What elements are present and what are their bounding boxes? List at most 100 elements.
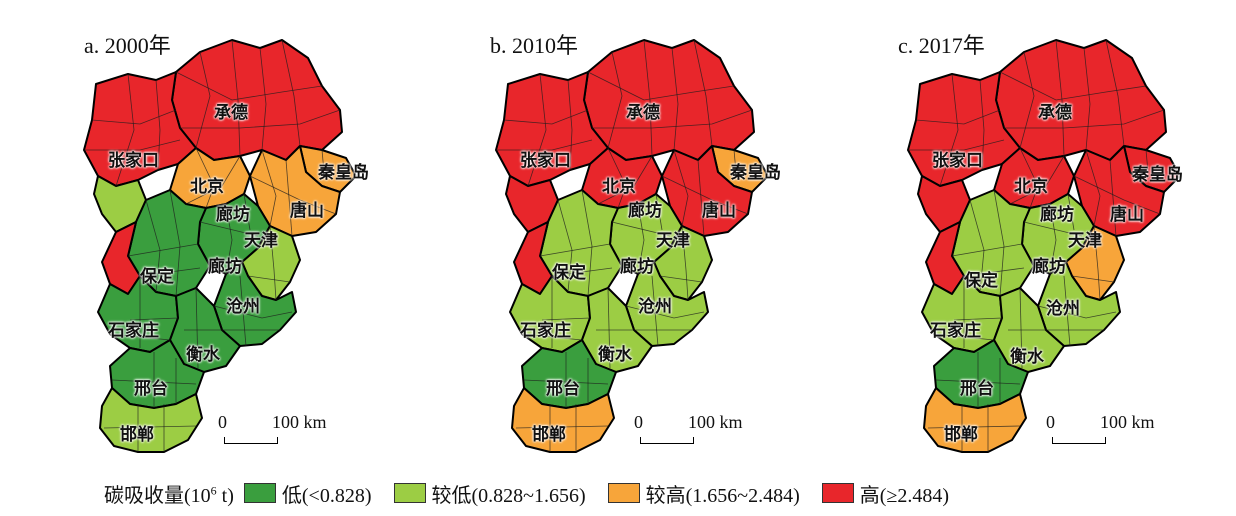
county-border	[607, 287, 611, 369]
scale-line	[224, 437, 278, 444]
county-border	[1145, 149, 1149, 173]
county-borders	[84, 39, 341, 452]
county-border	[1067, 193, 1075, 231]
county-border	[109, 333, 171, 341]
county-border	[541, 317, 591, 321]
county-border	[607, 51, 623, 149]
county-border	[659, 275, 703, 283]
legend-item-lower: 较低(0.828~1.656)	[393, 479, 586, 508]
county-border	[1093, 225, 1101, 301]
city-label-hengshui: 衡水	[1010, 347, 1044, 367]
city-label-tangshan: 唐山	[702, 201, 736, 221]
city-label-baoding: 保定	[964, 271, 998, 291]
legend-title: 碳吸收量(106 t)	[104, 482, 234, 507]
city-label-tianjin: 天津	[244, 231, 278, 251]
city-label-qinhuangdao: 秦皇岛	[730, 163, 781, 183]
county-border	[539, 243, 611, 257]
county-border	[139, 267, 201, 277]
county-border	[1083, 47, 1091, 151]
county-border	[979, 79, 985, 171]
county-border	[661, 175, 749, 215]
region-map	[495, 39, 769, 453]
county-border	[1019, 51, 1035, 149]
city-label-handan: 邯郸	[944, 425, 978, 445]
county-border	[239, 275, 247, 347]
county-border	[1055, 39, 1065, 157]
county-borders	[908, 39, 1165, 452]
county-border	[281, 39, 301, 147]
city-label-cangzhou: 沧州	[226, 297, 260, 317]
map-panel-2017: c. 2017年 承德 张家口 北京 秦皇岛 廊坊 唐山 天津 保定 廊坊 沧州…	[824, 0, 1236, 470]
county-border	[169, 189, 181, 297]
county-border	[999, 71, 1147, 101]
county-border	[115, 73, 135, 187]
city-label-xingtai: 邢台	[960, 379, 994, 399]
city-label-tangshan: 唐山	[290, 201, 324, 221]
city-label-tangshan: 唐山	[1110, 205, 1144, 225]
county-border	[611, 221, 671, 237]
county-border	[231, 39, 241, 157]
legend-label-high: 高(≥2.484)	[859, 484, 950, 507]
county-border	[213, 305, 293, 319]
panel-title: b. 2010年	[490, 33, 579, 58]
county-border	[951, 243, 1023, 257]
county-border	[180, 109, 341, 129]
county-border	[643, 39, 653, 157]
city-label-hengshui: 衡水	[598, 345, 632, 365]
city-label-langfang-north: 廊坊	[1040, 205, 1074, 225]
city-label-qinhuangdao: 秦皇岛	[318, 163, 369, 183]
county-border	[733, 149, 737, 173]
county-border	[933, 333, 995, 341]
county-border	[111, 379, 197, 385]
county-border	[103, 425, 197, 429]
county-border	[195, 147, 215, 209]
county-border	[496, 139, 593, 151]
county-border	[1019, 287, 1023, 369]
county-border	[1085, 149, 1101, 227]
city-label-beijing: 北京	[1014, 177, 1048, 197]
city-label-tianjin: 天津	[656, 231, 690, 251]
county-border	[1105, 39, 1125, 147]
legend-item-low: 低(<0.828)	[243, 479, 372, 508]
city-label-shijiazhuang: 石家庄	[108, 321, 159, 341]
county-border	[597, 155, 653, 205]
scale-distance: 100 km	[272, 412, 327, 432]
county-border	[1049, 203, 1057, 275]
county-border	[592, 109, 753, 129]
county-border	[671, 47, 679, 151]
city-label-zhangjiakou: 张家口	[108, 151, 159, 171]
county-border	[567, 79, 573, 171]
county-border	[521, 333, 583, 341]
county-border	[963, 267, 1025, 277]
county-border	[285, 159, 293, 237]
county-border	[637, 203, 645, 275]
county-border	[681, 225, 689, 301]
city-label-baoding: 保定	[552, 263, 586, 283]
panel-title: c. 2017年	[898, 33, 985, 58]
county-border	[1009, 155, 1065, 205]
legend-item-high: 高(≥2.484)	[821, 479, 950, 508]
city-label-xingtai: 邢台	[546, 379, 580, 399]
county-border	[523, 379, 609, 385]
county-border	[145, 199, 161, 293]
legend-label-higher: 较高(1.656~2.484)	[645, 484, 800, 507]
legend: 碳吸收量(106 t) 低(<0.828) 较低(0.828~1.656) 较高…	[104, 478, 971, 508]
county-border	[651, 275, 659, 347]
legend-label-lower: 较低(0.828~1.656)	[431, 484, 586, 507]
scale-zero: 0	[218, 412, 227, 432]
county-border	[1063, 275, 1071, 347]
scale-line	[640, 437, 694, 444]
county-border	[673, 149, 689, 227]
county-border	[607, 147, 627, 209]
county-border	[693, 39, 713, 147]
scale-line	[1052, 437, 1106, 444]
county-border	[939, 73, 959, 187]
legend-swatch-high	[821, 483, 854, 503]
county-border	[581, 189, 593, 297]
county-border	[587, 71, 735, 101]
city-label-shijiazhuang: 石家庄	[520, 321, 571, 341]
region-map	[907, 39, 1181, 453]
map-panel-2000: a. 2000年 承德 张家口 北京 秦皇岛 廊坊 唐山 天津 廊坊 保定 沧州…	[0, 0, 412, 470]
county-border	[249, 175, 337, 215]
county-border	[225, 203, 233, 275]
